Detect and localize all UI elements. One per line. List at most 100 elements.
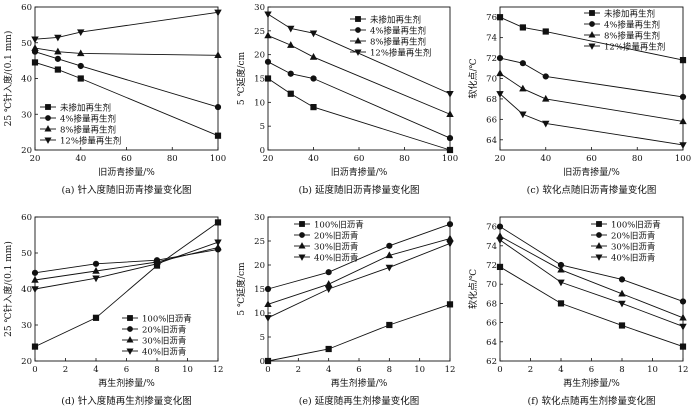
data-point: [264, 357, 272, 365]
data-point: [54, 34, 62, 42]
x-tick-label: 100: [675, 154, 691, 164]
series-1: [264, 75, 454, 154]
legend-marker: [355, 27, 361, 33]
legend-marker: [126, 348, 134, 355]
legend-marker: [589, 21, 595, 27]
chart-panel-b: 20 40 60 80 100 0 5 10 15 20 25 30 旧沥青掺量/% 5 ℃延度/cm (b…: [235, 3, 458, 196]
legend-entry: 12%掺量再生剂: [370, 48, 431, 59]
data-point: [679, 117, 687, 125]
x-tick-label: 2: [296, 365, 301, 375]
legend-marker: [596, 232, 602, 238]
x-tick-label: 12: [213, 365, 224, 375]
series-line: [34, 61, 219, 137]
series-line: [34, 247, 219, 281]
chart-panel-a: 20 40 60 80 100 20 30 40 50 60 旧沥青掺量/% 25 ℃针入度/(0.1…: [2, 3, 226, 196]
series-line: [499, 73, 684, 122]
data-point: [264, 75, 272, 82]
legend-marker: [595, 254, 603, 261]
data-point: [214, 243, 222, 251]
series-line: [267, 238, 451, 305]
data-point: [446, 301, 454, 308]
y-tick-label: 30: [254, 213, 265, 223]
data-point: [446, 134, 454, 142]
legend-marker: [596, 221, 602, 227]
legend-marker: [127, 326, 133, 332]
data-point: [446, 221, 454, 228]
legend-marker: [45, 104, 51, 110]
y-axis-label: 5 ℃延度/cm: [235, 51, 247, 105]
data-point: [496, 263, 504, 271]
legend-entry: 40%旧沥青: [314, 253, 358, 264]
data-point: [618, 289, 626, 297]
legend-entry: 4%掺量再生剂: [370, 26, 426, 37]
plot-frame: [267, 216, 451, 362]
x-tick-label: 2: [528, 365, 533, 375]
data-point: [309, 53, 318, 60]
x-tick-label: 8: [619, 365, 624, 375]
x-tick-label: 60: [354, 154, 365, 164]
data-point: [385, 264, 394, 272]
legend-marker: [589, 10, 595, 16]
y-tick-label: 66: [486, 319, 497, 329]
y-tick-label: 20: [254, 261, 265, 271]
panel-caption: (c) 软化点随旧沥青掺量变化图: [527, 184, 657, 196]
data-point: [92, 314, 100, 321]
x-tick-label: 10: [414, 365, 425, 375]
y-tick-label: 62: [486, 357, 497, 367]
data-point: [77, 29, 85, 37]
series-2: [31, 48, 222, 111]
series-line: [267, 78, 451, 151]
data-point: [54, 55, 61, 62]
data-point: [264, 285, 272, 293]
x-tick-label: 10: [647, 365, 658, 375]
y-tick-label: 10: [254, 309, 265, 319]
data-point: [519, 24, 526, 31]
data-point: [31, 286, 39, 294]
x-tick-label: 10: [182, 365, 193, 375]
y-tick-label: 30: [254, 3, 265, 13]
series-line: [34, 47, 219, 56]
legend-marker: [127, 315, 133, 321]
data-point: [618, 322, 626, 329]
x-tick-label: 20: [495, 154, 506, 164]
data-point: [264, 315, 272, 322]
data-point: [386, 242, 393, 249]
panel-caption: (b) 延度随旧沥青掺量变化图: [298, 184, 419, 196]
y-axis-label: 25 ℃针入度/(0.1 mm): [2, 241, 14, 337]
data-point: [77, 75, 84, 82]
y-tick-label: 30: [21, 321, 32, 331]
plot-frame: [34, 216, 219, 362]
x-tick-label: 4: [326, 365, 331, 375]
chart-panel-c: 20 40 60 80 100 64 66 68 70 72 74 76 旧沥青掺量/% 软化点/℃ (c)…: [467, 6, 691, 196]
legend-entry: 100%旧沥青: [142, 314, 192, 325]
y-tick-label: 64: [486, 338, 497, 348]
y-tick-label: 64: [486, 136, 497, 146]
x-tick-label: 8: [387, 365, 392, 375]
data-point: [325, 269, 332, 276]
series-4: [496, 237, 687, 331]
series-line: [499, 57, 684, 98]
data-point: [557, 300, 565, 307]
data-point: [92, 266, 100, 274]
y-tick-label: 72: [486, 54, 497, 64]
data-point: [679, 298, 687, 305]
data-point: [679, 323, 687, 331]
series-2: [264, 221, 454, 293]
data-point: [153, 261, 161, 268]
data-point: [542, 120, 550, 128]
legend-marker: [299, 221, 305, 227]
panel-caption: (a) 针入度随旧沥青掺量变化图: [61, 184, 191, 196]
legend-entry: 8%掺量再生剂: [604, 31, 660, 42]
panel-caption: (e) 延度随再生剂掺量变化图: [299, 395, 420, 407]
y-tick-label: 66: [486, 115, 497, 125]
series-line: [499, 239, 684, 327]
chart-panel-d: 0 2 4 6 8 10 12 20 30 40 50 60 再生剂掺量/% 25 ℃针入度/(0.1 m…: [2, 213, 223, 407]
data-point: [542, 73, 549, 80]
series-line: [34, 241, 219, 290]
data-point: [264, 31, 272, 39]
legend-entry: 100%旧沥青: [611, 220, 661, 231]
x-tick-label: 80: [632, 154, 643, 164]
